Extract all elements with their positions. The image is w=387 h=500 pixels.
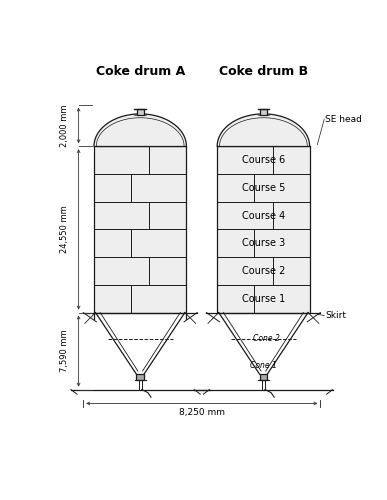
Bar [94,146,187,312]
Text: 8,250 mm: 8,250 mm [179,408,225,417]
Bar [137,110,144,116]
Text: Course 5: Course 5 [242,183,285,193]
Text: Cone 1: Cone 1 [250,362,277,370]
Text: Skirt: Skirt [325,311,346,320]
Bar [260,110,267,116]
Bar [136,374,144,380]
Text: Cone 2: Cone 2 [253,334,280,343]
Text: Coke drum A: Coke drum A [96,64,185,78]
Bar [217,146,310,312]
Text: Course 6: Course 6 [242,155,285,165]
Text: Course 2: Course 2 [242,266,285,276]
Text: Course 3: Course 3 [242,238,285,248]
Text: Course 1: Course 1 [242,294,285,304]
Text: 24,550 mm: 24,550 mm [60,206,69,254]
Text: SE head: SE head [325,114,362,124]
Bar [260,374,267,380]
Text: Coke drum B: Coke drum B [219,64,308,78]
Text: 2,000 mm: 2,000 mm [60,104,69,146]
Polygon shape [94,114,187,146]
Polygon shape [217,114,310,146]
Text: 7,590 mm: 7,590 mm [60,330,69,372]
Text: Course 4: Course 4 [242,210,285,220]
